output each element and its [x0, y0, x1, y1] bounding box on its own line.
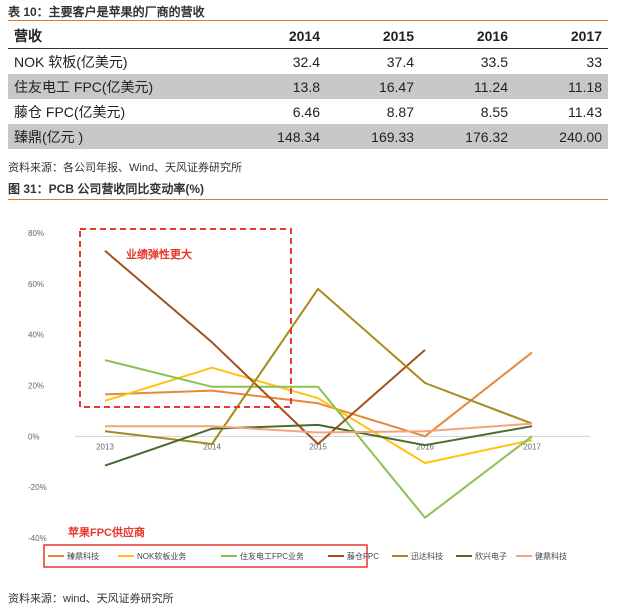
table-caption: 表 10：主要客户是苹果的厂商的营收	[8, 5, 205, 19]
series-line-5	[104, 287, 533, 445]
row-label: 臻鼎(亿元 )	[8, 124, 232, 149]
y-tick-label: 0%	[28, 432, 40, 441]
table-cell: 33	[586, 53, 602, 70]
row-label: NOK 软板(亿美元)	[14, 53, 128, 70]
table-cell: 33.5	[480, 53, 508, 70]
y-tick-label: 60%	[28, 280, 44, 289]
highlight-box-label: 业绩弹性更大	[126, 247, 192, 261]
table-source: 资料来源：各公司年报、Wind、天风证券研究所	[8, 162, 243, 174]
legend-label: 欣兴电子	[475, 551, 507, 561]
table-row: 住友电工 FPC(亿美元) 13.8 16.47 11.24 11.18	[8, 74, 608, 99]
series-line-1	[104, 351, 533, 438]
y-tick-label: 20%	[28, 382, 44, 391]
legend-label: 迅达科技	[411, 551, 443, 561]
header-cell: 营收	[8, 23, 232, 49]
y-tick-label: -40%	[28, 534, 47, 543]
row-label: 藤仓 FPC(亿美元)	[14, 103, 126, 120]
legend-label: 臻鼎科技	[67, 551, 99, 561]
caption-rule	[8, 20, 608, 21]
header-cell: 2016	[420, 23, 514, 49]
legend-label: 藤仓FPC	[347, 551, 379, 561]
y-tick-label: -20%	[28, 483, 47, 492]
y-tick-label: 80%	[28, 229, 44, 238]
table-row: NOK 软板(亿美元) 32.4 37.4 33.5 33	[8, 49, 608, 75]
table-row: 藤仓 FPC(亿美元) 6.46 8.87 8.55 11.43	[8, 99, 608, 124]
table-cell: 11.18	[514, 74, 608, 99]
x-tick-label: 2014	[203, 442, 221, 451]
legend-highlight-box	[43, 544, 368, 568]
legend-label: NOK软板业务	[137, 551, 186, 561]
y-tick-label: 40%	[28, 331, 44, 340]
x-tick-label: 2017	[523, 442, 541, 451]
table-cell: 8.87	[386, 103, 414, 120]
revenue-table: 营收 2014 2015 2016 2017 NOK 软板(亿美元) 32.4 …	[8, 23, 608, 149]
series-line-3	[104, 359, 533, 519]
chart-source: 资料来源：wind、天风证券研究所	[8, 593, 174, 605]
table-cell: 148.34	[232, 124, 326, 149]
table-cell: 8.55	[480, 103, 508, 120]
x-tick-label: 2016	[416, 442, 434, 451]
table-cell: 176.32	[420, 124, 514, 149]
x-tick-label: 2015	[309, 442, 327, 451]
legend-group-label: 苹果FPC供应商	[68, 525, 145, 539]
header-cell: 2017	[514, 23, 608, 49]
table-cell: 6.46	[292, 103, 320, 120]
chart-caption: 图 31：PCB 公司营收同比变动率(%)	[8, 182, 205, 196]
chart-caption-rule	[8, 199, 608, 200]
table-cell: 169.33	[326, 124, 420, 149]
highlight-box	[79, 228, 292, 408]
table-header-row: 营收 2014 2015 2016 2017	[8, 23, 608, 49]
legend-label: 健鼎科技	[535, 551, 567, 561]
table-cell: 240.00	[514, 124, 608, 149]
series-line-4	[104, 250, 426, 445]
x-tick-label: 2013	[96, 442, 114, 451]
header-cell: 2015	[326, 23, 420, 49]
header-cell: 2014	[232, 23, 326, 49]
series-line-7	[105, 422, 533, 434]
table-row: 臻鼎(亿元 ) 148.34 169.33 176.32 240.00	[8, 124, 608, 149]
table-cell: 37.4	[386, 53, 414, 70]
table-cell: 11.24	[420, 74, 514, 99]
series-line-6	[104, 423, 533, 467]
table-cell: 32.4	[292, 53, 320, 70]
table-cell: 16.47	[326, 74, 420, 99]
table-cell: 11.43	[568, 103, 602, 120]
row-label: 住友电工 FPC(亿美元)	[8, 74, 232, 99]
table-cell: 13.8	[232, 74, 326, 99]
legend-label: 住友电工FPC业务	[240, 551, 304, 561]
